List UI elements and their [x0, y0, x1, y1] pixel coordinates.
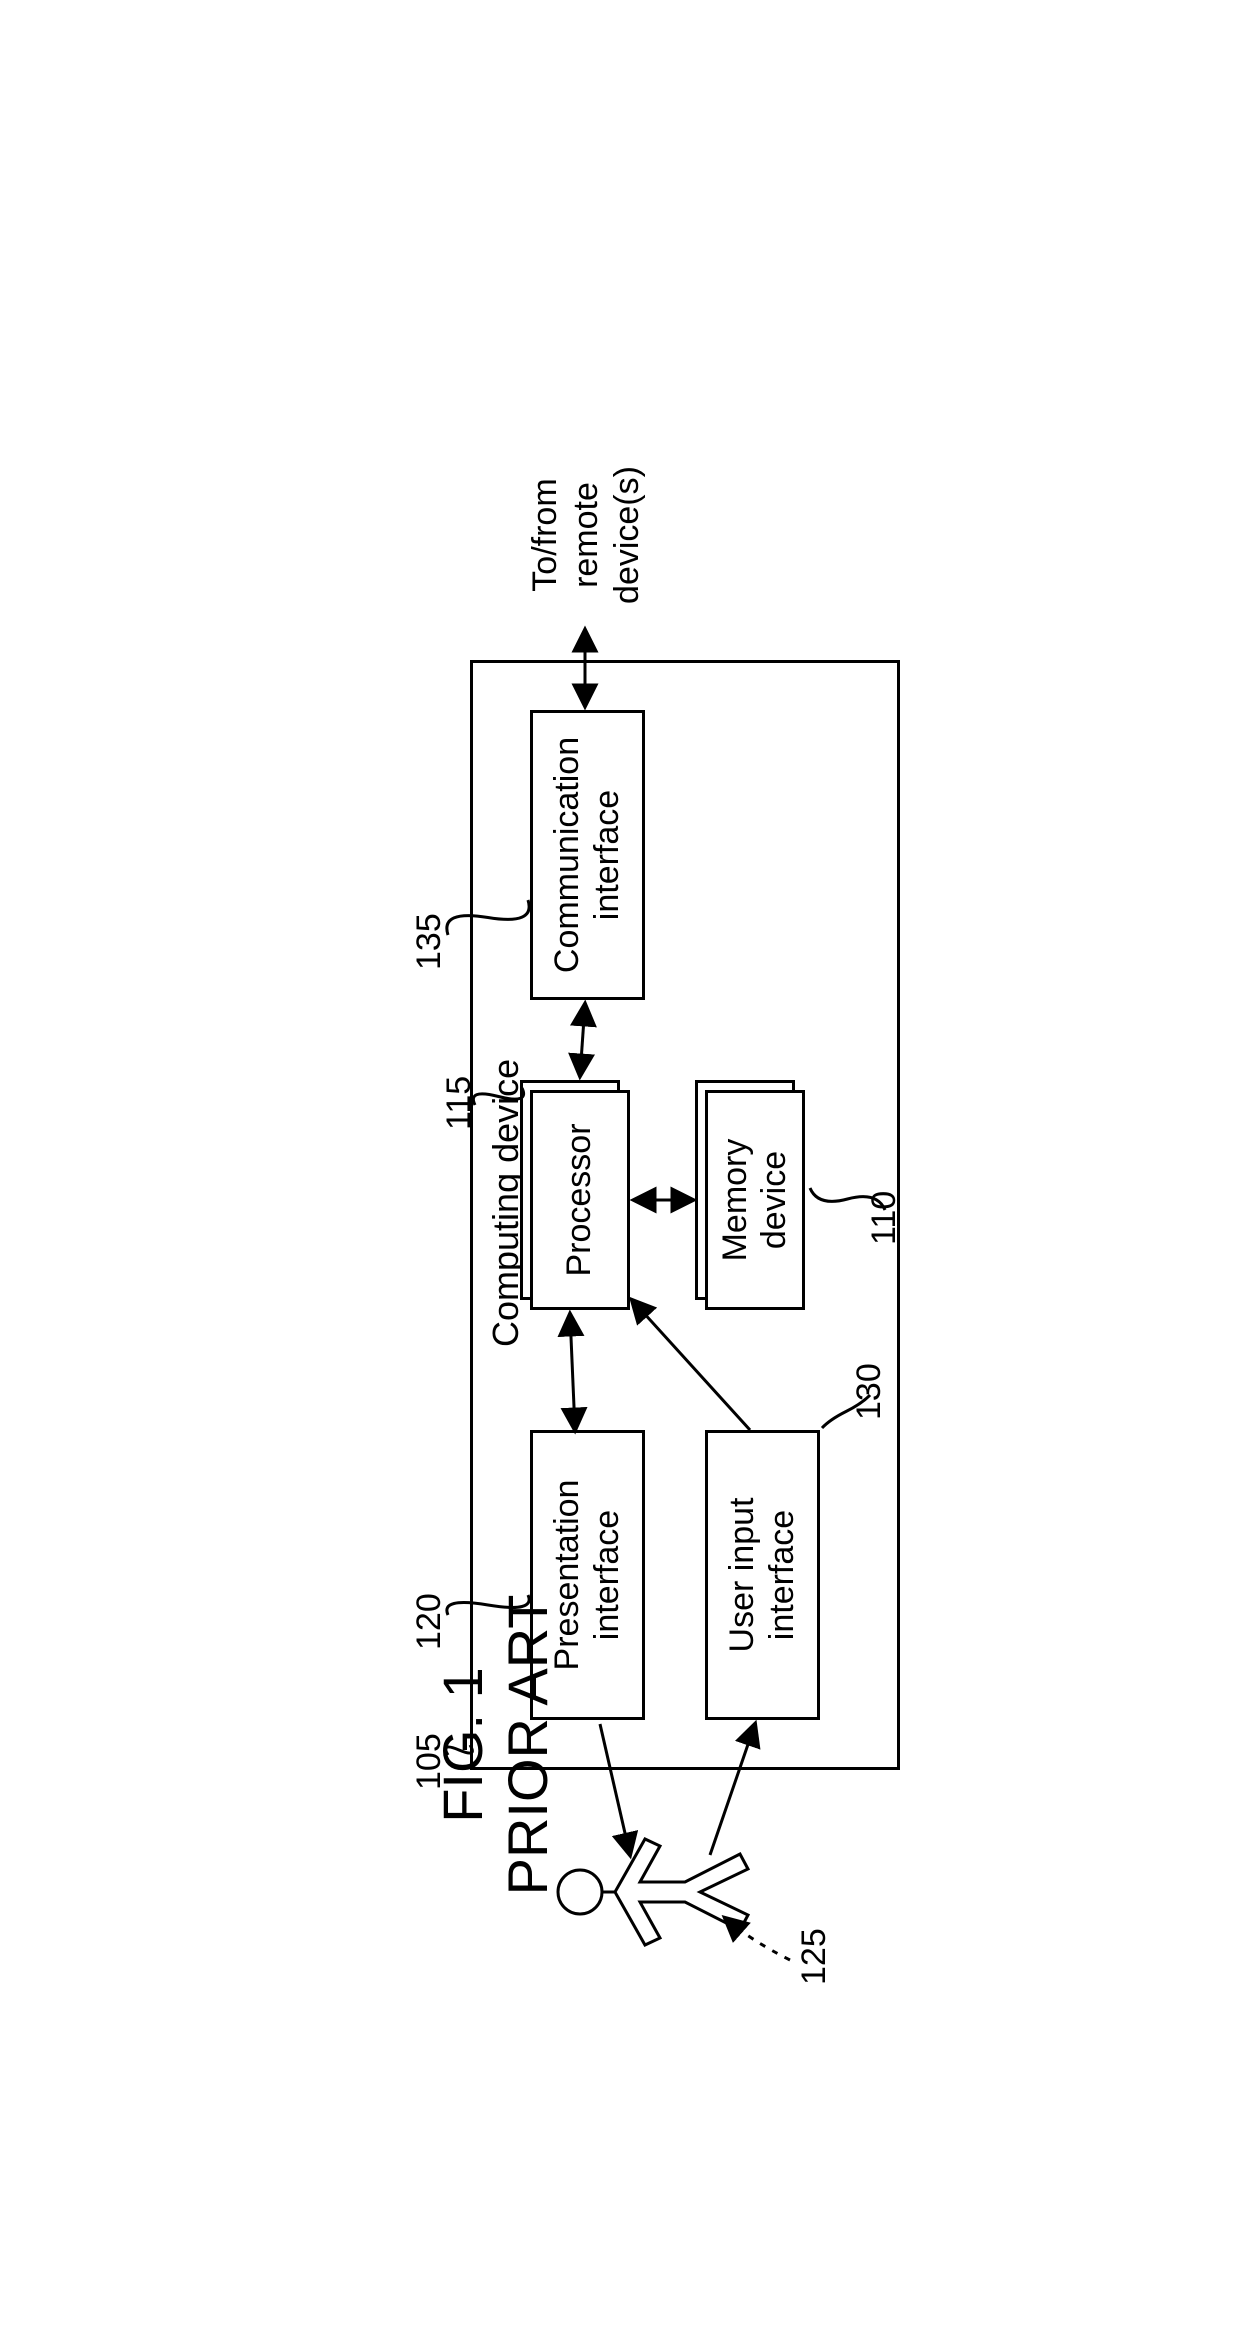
- processor-label: Processor: [560, 1123, 599, 1276]
- communication-interface-label: Communication interface: [548, 713, 626, 997]
- user-input-interface-label: User input interface: [723, 1433, 801, 1717]
- ref-115: 115: [440, 1076, 479, 1130]
- remote-devices-label-text: To/from remote device(s): [525, 445, 647, 625]
- figure-caption-line2: PRIOR ART: [495, 1520, 560, 1970]
- memory-device-label: Memory device: [716, 1093, 794, 1307]
- diagram-rotated-wrapper: Computing device Presentation interface …: [230, 250, 1010, 1800]
- presentation-interface-label: Presentation interface: [548, 1433, 626, 1717]
- figure-caption-line1: FIG. 1: [430, 1520, 495, 1970]
- processor-box: Processor: [530, 1090, 630, 1310]
- figure-canvas: Computing device Presentation interface …: [0, 0, 1239, 2351]
- ref-110: 110: [865, 1191, 904, 1245]
- ref-130: 130: [850, 1363, 889, 1420]
- remote-devices-label: To/from remote device(s): [525, 445, 647, 625]
- ref-135: 135: [410, 913, 449, 970]
- communication-interface-box: Communication interface: [530, 710, 645, 1000]
- memory-device-box: Memory device: [705, 1090, 805, 1310]
- ref-125: 125: [795, 1928, 834, 1985]
- figure-caption: FIG. 1 PRIOR ART: [430, 1520, 560, 1970]
- user-input-interface-box: User input interface: [705, 1430, 820, 1720]
